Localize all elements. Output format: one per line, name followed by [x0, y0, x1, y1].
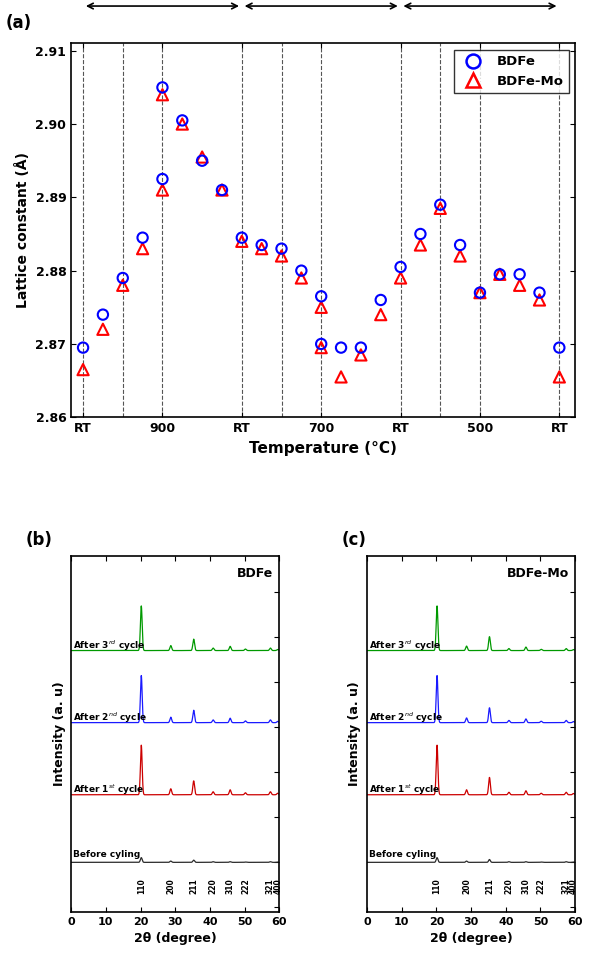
BDFe	[435, 197, 445, 212]
BDFe-Mo	[158, 182, 167, 198]
Text: 211: 211	[485, 878, 494, 895]
Text: 200: 200	[166, 878, 176, 895]
BDFe-Mo	[177, 117, 187, 132]
BDFe	[98, 307, 108, 322]
BDFe-Mo	[515, 278, 524, 293]
Text: After 2$^{nd}$ cycle: After 2$^{nd}$ cycle	[73, 711, 147, 726]
BDFe	[158, 172, 167, 187]
X-axis label: Temperature (°C): Temperature (°C)	[249, 441, 397, 455]
Text: 321: 321	[562, 878, 570, 895]
BDFe-Mo	[356, 347, 366, 363]
Text: (c): (c)	[342, 531, 367, 549]
BDFe-Mo	[296, 270, 306, 286]
Text: 310: 310	[521, 878, 530, 895]
BDFe	[296, 262, 306, 278]
BDFe-Mo	[317, 299, 326, 315]
Text: 211: 211	[189, 878, 198, 895]
BDFe	[495, 266, 505, 282]
Text: After 3$^{rd}$ cycle: After 3$^{rd}$ cycle	[369, 639, 441, 653]
Y-axis label: Intensity (a. u): Intensity (a. u)	[53, 681, 66, 786]
BDFe	[317, 336, 326, 351]
BDFe-Mo	[475, 285, 484, 300]
Text: After 1$^{st}$ cycle: After 1$^{st}$ cycle	[369, 783, 441, 797]
BDFe-Mo	[535, 292, 544, 308]
BDFe-Mo	[197, 150, 207, 165]
BDFe	[177, 113, 187, 128]
BDFe	[475, 285, 484, 300]
Text: 200: 200	[462, 878, 471, 895]
BDFe-Mo	[78, 362, 88, 377]
Text: 400: 400	[569, 878, 578, 895]
BDFe	[455, 237, 465, 253]
BDFe-Mo	[277, 248, 286, 263]
BDFe-Mo	[435, 201, 445, 216]
Text: 220: 220	[505, 878, 514, 895]
Text: Before cyling: Before cyling	[369, 850, 436, 859]
BDFe-Mo	[217, 182, 227, 198]
BDFe-Mo	[376, 307, 385, 322]
Text: 310: 310	[226, 878, 235, 895]
Text: 110: 110	[137, 878, 146, 895]
BDFe	[416, 226, 425, 241]
BDFe-Mo	[257, 241, 266, 257]
Text: 222: 222	[241, 878, 250, 895]
Text: 321: 321	[266, 878, 275, 895]
BDFe-Mo	[336, 370, 346, 385]
BDFe	[118, 270, 127, 286]
Text: After 1$^{st}$ cycle: After 1$^{st}$ cycle	[73, 783, 145, 797]
BDFe-Mo	[396, 270, 406, 286]
BDFe-Mo	[317, 340, 326, 355]
BDFe	[554, 340, 564, 355]
BDFe	[217, 182, 227, 198]
BDFe-Mo	[455, 248, 465, 263]
X-axis label: 2θ (degree): 2θ (degree)	[430, 932, 512, 946]
Text: 110: 110	[432, 878, 442, 895]
BDFe	[515, 266, 524, 282]
BDFe	[78, 340, 88, 355]
BDFe-Mo	[138, 241, 147, 257]
Text: (a): (a)	[5, 14, 32, 32]
BDFe	[396, 260, 406, 275]
Legend: BDFe, BDFe-Mo: BDFe, BDFe-Mo	[454, 50, 569, 94]
Text: Before cyling: Before cyling	[73, 850, 140, 859]
BDFe-Mo	[158, 87, 167, 102]
BDFe	[535, 285, 544, 300]
BDFe	[158, 80, 167, 96]
BDFe-Mo	[416, 237, 425, 253]
BDFe	[376, 292, 385, 308]
Text: BDFe-Mo: BDFe-Mo	[506, 566, 569, 580]
Text: (b): (b)	[25, 531, 52, 549]
BDFe-Mo	[98, 321, 108, 337]
Text: BDFe: BDFe	[237, 566, 273, 580]
Text: After 3$^{rd}$ cycle: After 3$^{rd}$ cycle	[73, 639, 145, 653]
BDFe-Mo	[237, 234, 247, 249]
Y-axis label: Lattice constant (Å): Lattice constant (Å)	[15, 152, 30, 309]
BDFe-Mo	[118, 278, 127, 293]
BDFe-Mo	[495, 266, 505, 282]
Text: 220: 220	[209, 878, 218, 895]
BDFe	[317, 289, 326, 304]
Text: 400: 400	[273, 878, 282, 895]
X-axis label: 2θ (degree): 2θ (degree)	[134, 932, 216, 946]
Y-axis label: Intensity (a. u): Intensity (a. u)	[348, 681, 361, 786]
Text: 222: 222	[537, 878, 546, 895]
BDFe	[257, 237, 266, 253]
BDFe-Mo	[554, 370, 564, 385]
BDFe	[237, 230, 247, 245]
BDFe	[138, 230, 147, 245]
BDFe	[277, 241, 286, 257]
BDFe	[197, 153, 207, 169]
BDFe	[336, 340, 346, 355]
Text: After 2$^{nd}$ cycle: After 2$^{nd}$ cycle	[369, 711, 442, 726]
BDFe	[356, 340, 366, 355]
